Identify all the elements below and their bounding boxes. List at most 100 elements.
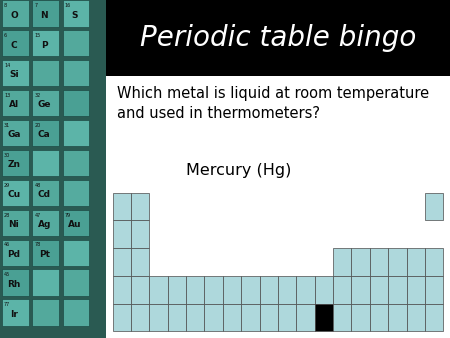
Bar — [63, 120, 89, 146]
Text: 28: 28 — [4, 213, 10, 218]
Bar — [370, 304, 388, 331]
Bar — [223, 276, 241, 304]
Bar — [2, 0, 29, 26]
Bar — [63, 30, 89, 56]
Bar — [241, 304, 260, 331]
Bar — [106, 76, 450, 338]
Bar — [2, 210, 29, 236]
Text: Cd: Cd — [38, 190, 51, 199]
Bar — [32, 210, 59, 236]
Bar — [2, 299, 29, 325]
Bar — [2, 30, 29, 56]
Text: Pt: Pt — [39, 250, 50, 259]
Bar — [2, 60, 29, 86]
Bar — [278, 304, 296, 331]
Bar — [63, 299, 89, 325]
Bar — [333, 276, 351, 304]
Bar — [186, 304, 204, 331]
Bar — [2, 90, 29, 116]
Text: Ir: Ir — [10, 310, 18, 319]
Bar — [296, 276, 315, 304]
Bar — [63, 90, 89, 116]
Text: Which metal is liquid at room temperature
and used in thermometers?: Which metal is liquid at room temperatur… — [117, 86, 429, 121]
Bar — [315, 276, 333, 304]
Bar — [131, 220, 149, 248]
Bar — [406, 248, 425, 276]
Bar — [2, 120, 29, 146]
Text: Si: Si — [9, 71, 19, 79]
Text: Ca: Ca — [38, 130, 50, 139]
Bar — [351, 248, 370, 276]
Bar — [241, 276, 260, 304]
Bar — [63, 210, 89, 236]
Bar — [204, 304, 223, 331]
Text: Ni: Ni — [9, 220, 19, 229]
Text: 31: 31 — [4, 123, 10, 128]
Text: P: P — [41, 41, 48, 50]
Bar — [131, 304, 149, 331]
Bar — [388, 276, 406, 304]
Text: 77: 77 — [4, 302, 10, 307]
Bar — [425, 248, 443, 276]
Bar — [223, 304, 241, 331]
Bar — [370, 248, 388, 276]
Text: 15: 15 — [34, 33, 40, 38]
Bar — [351, 276, 370, 304]
Text: Mercury (Hg): Mercury (Hg) — [186, 163, 291, 178]
Bar — [131, 193, 149, 220]
Bar — [32, 90, 59, 116]
Bar — [296, 304, 315, 331]
Bar — [63, 180, 89, 206]
Text: 13: 13 — [4, 93, 10, 98]
Text: 46: 46 — [4, 242, 10, 247]
Bar — [2, 240, 29, 266]
Bar — [2, 269, 29, 296]
Bar — [260, 276, 278, 304]
Text: N: N — [40, 11, 48, 20]
Bar — [425, 193, 443, 220]
Text: Ag: Ag — [37, 220, 51, 229]
Bar — [315, 304, 333, 331]
Text: 7: 7 — [34, 3, 37, 8]
Text: S: S — [71, 11, 78, 20]
Bar — [406, 304, 425, 331]
Text: Zn: Zn — [8, 160, 20, 169]
Text: Al: Al — [9, 100, 19, 110]
Bar — [112, 220, 131, 248]
Text: C: C — [11, 41, 17, 50]
Text: Au: Au — [68, 220, 81, 229]
Bar — [63, 0, 89, 26]
Text: 14: 14 — [4, 63, 10, 68]
Bar — [167, 304, 186, 331]
Text: 30: 30 — [4, 153, 10, 158]
Bar — [333, 248, 351, 276]
Bar — [278, 276, 296, 304]
Bar — [406, 276, 425, 304]
Bar — [351, 304, 370, 331]
Bar — [32, 180, 59, 206]
Bar — [425, 276, 443, 304]
Bar — [167, 276, 186, 304]
Text: O: O — [10, 11, 18, 20]
Bar — [370, 276, 388, 304]
Text: Periodic table bingo: Periodic table bingo — [140, 24, 416, 52]
Text: Pd: Pd — [8, 250, 20, 259]
Bar — [260, 304, 278, 331]
Bar — [112, 276, 131, 304]
Text: Ga: Ga — [7, 130, 21, 139]
Text: Ge: Ge — [37, 100, 51, 110]
Text: 48: 48 — [34, 183, 40, 188]
Bar — [32, 299, 59, 325]
Bar — [425, 304, 443, 331]
Bar — [388, 248, 406, 276]
Text: 32: 32 — [34, 93, 40, 98]
Text: 8: 8 — [4, 3, 7, 8]
Bar — [63, 60, 89, 86]
Bar — [32, 240, 59, 266]
Text: Cu: Cu — [7, 190, 21, 199]
Bar — [32, 269, 59, 296]
Bar — [2, 180, 29, 206]
Bar — [149, 304, 167, 331]
Text: 29: 29 — [4, 183, 10, 188]
Bar — [106, 0, 450, 76]
